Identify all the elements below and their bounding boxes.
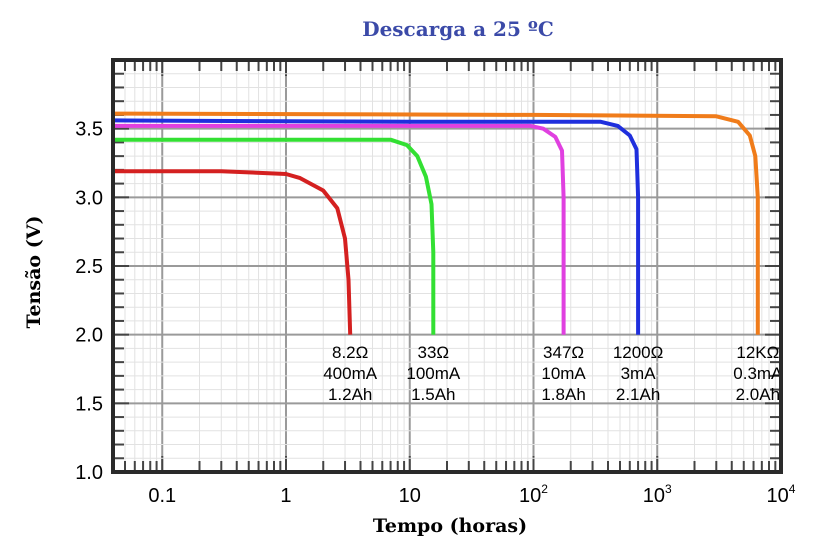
plot-frame bbox=[111, 58, 783, 474]
x-tick-labels: 0.1 1 10 102 103 104 bbox=[148, 482, 795, 507]
series-line-5 bbox=[112, 111, 760, 335]
series-line-3 bbox=[113, 123, 566, 335]
curve-annotation-3: 347Ω bbox=[543, 343, 584, 362]
curve-annotation-4: 2.1Ah bbox=[616, 385, 660, 404]
x-tick-label: 103 bbox=[643, 482, 672, 507]
curve-annotation-1: 400mA bbox=[323, 364, 378, 383]
x-axis-title: Tempo (horas) bbox=[373, 515, 527, 537]
x-tick-label: 1 bbox=[280, 485, 291, 507]
curve-annotation-1: 8.2Ω bbox=[332, 343, 368, 362]
curve-annotation-2: 1.5Ah bbox=[411, 385, 455, 404]
series-line-4 bbox=[112, 118, 641, 335]
series-line-2 bbox=[113, 137, 436, 335]
annotation-layer: 8.2Ω 400mA 1.2Ah 33Ω 100mA 1.5Ah 347Ω 10mA 1.8Ah… bbox=[323, 343, 783, 404]
y-axis-title: Tensão (V) bbox=[23, 216, 45, 329]
y-tick-label: 2.5 bbox=[75, 256, 103, 278]
x-tick-label: 10 bbox=[399, 485, 421, 507]
curve-annotation-5: 12KΩ bbox=[736, 343, 779, 362]
curve-annotation-5: 2.0Ah bbox=[736, 385, 780, 404]
curve-annotation-3: 10mA bbox=[541, 364, 586, 383]
x-tick-label: 104 bbox=[767, 482, 796, 507]
y-tick-labels: 1.0 1.5 2.0 2.5 3.0 3.5 bbox=[75, 119, 103, 484]
y-tick-label: 1.0 bbox=[75, 462, 103, 484]
series-line-1 bbox=[113, 169, 353, 335]
curve-annotation-4: 1200Ω bbox=[613, 343, 664, 362]
y-tick-label: 1.5 bbox=[75, 393, 103, 415]
curve-annotation-5: 0.3mA bbox=[733, 364, 783, 383]
x-tick-label: 102 bbox=[519, 482, 548, 507]
curve-annotation-3: 1.8Ah bbox=[541, 385, 585, 404]
x-tick-label: 0.1 bbox=[148, 485, 176, 507]
curve-annotation-2: 33Ω bbox=[417, 343, 449, 362]
curve-annotation-4: 3mA bbox=[621, 364, 657, 383]
chart-title: Descarga a 25 ºC bbox=[362, 17, 554, 41]
curve-annotation-2: 100mA bbox=[406, 364, 461, 383]
series-layer bbox=[112, 111, 760, 335]
curve-annotation-1: 1.2Ah bbox=[328, 385, 372, 404]
y-tick-label: 2.0 bbox=[75, 325, 103, 347]
y-tick-label: 3.0 bbox=[75, 187, 103, 209]
y-tick-label: 3.5 bbox=[75, 119, 103, 141]
